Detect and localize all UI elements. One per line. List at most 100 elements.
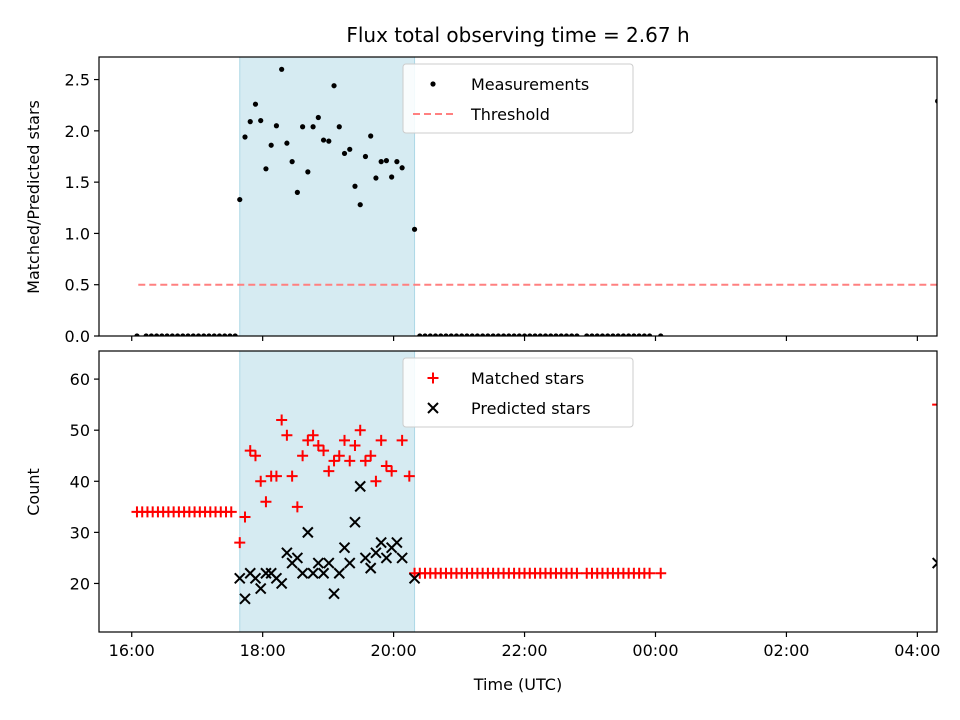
measurements-point — [417, 333, 423, 336]
measurements-point — [584, 333, 590, 336]
measurements-point — [658, 333, 664, 336]
matched-stars-point — [286, 470, 298, 482]
predicted-stars-point — [338, 541, 351, 554]
measurements-point — [574, 333, 580, 336]
measurements-point — [201, 333, 207, 336]
measurements-series — [134, 66, 937, 336]
matched-stars-point — [380, 460, 392, 472]
legend-matched-stars-label: Matched stars — [471, 369, 584, 388]
legend-predicted-stars-marker — [427, 402, 439, 414]
measurements-point — [427, 333, 433, 336]
measurements-point — [448, 333, 454, 336]
measurements-point — [190, 333, 196, 336]
measurements-point — [331, 83, 337, 89]
measurements-point — [537, 333, 543, 336]
matched-stars-point — [302, 434, 314, 446]
predicted-stars-point — [359, 552, 372, 564]
matched-stars-point — [323, 465, 335, 477]
predicted-stars-point — [391, 536, 403, 549]
measurements-point — [383, 157, 390, 164]
measurements-point — [300, 124, 306, 130]
measurements-point — [558, 333, 564, 336]
matched-stars-point — [932, 399, 937, 411]
predicted-stars-point — [239, 593, 251, 605]
bottom-y-axis-label: Count — [24, 468, 43, 516]
measurements-point — [336, 124, 342, 130]
measurements-point — [636, 333, 642, 336]
predicted-stars-point — [317, 567, 330, 579]
measurements-point — [641, 333, 647, 336]
measurements-point — [134, 333, 140, 336]
predicted-stars-point — [312, 557, 325, 569]
measurements-point — [232, 333, 238, 336]
x-axis-label: Time (UTC) — [473, 675, 562, 694]
predicted-stars-point — [396, 552, 408, 564]
predicted-stars-point — [380, 552, 393, 564]
bottom-y-tick-label: 20 — [70, 574, 90, 593]
legend-measurements-marker — [430, 81, 436, 87]
matched-stars-point — [354, 424, 366, 436]
matched-stars-point — [644, 567, 656, 579]
measurements-point — [527, 333, 533, 336]
measurements-point — [284, 140, 290, 146]
matched-stars-point — [318, 445, 330, 457]
matched-stars-point — [312, 440, 324, 452]
measurements-point — [174, 333, 181, 336]
matched-stars-point — [375, 434, 387, 446]
matched-stars-series — [131, 399, 937, 579]
measurements-point — [310, 124, 316, 130]
measurements-point — [631, 333, 637, 336]
measurements-point — [646, 333, 653, 336]
measurements-point — [320, 137, 327, 143]
measurements-point — [474, 333, 481, 336]
matched-stars-point — [339, 434, 351, 446]
predicted-stars-point — [931, 557, 937, 569]
predicted-stars-point — [307, 567, 319, 579]
measurements-point — [553, 333, 559, 336]
measurements-point — [548, 333, 554, 336]
matched-stars-point — [333, 450, 345, 462]
top-legend-box — [402, 63, 634, 134]
matched-stars-point — [239, 511, 251, 523]
top-axes-frame — [98, 56, 938, 337]
measurements-point — [438, 333, 444, 336]
predicted-stars-point — [281, 547, 293, 559]
measurements-point — [589, 333, 595, 336]
chart-title: Flux total observing time = 2.67 h — [346, 23, 689, 47]
top-y-tick-label: 2.5 — [65, 71, 90, 90]
predicted-stars-point — [375, 536, 387, 549]
measurements-point — [605, 333, 611, 336]
predicted-stars-point — [296, 567, 309, 579]
measurements-point — [368, 133, 374, 139]
predicted-stars-point — [255, 582, 267, 595]
measurements-point — [305, 169, 311, 175]
measurements-point — [206, 333, 212, 336]
matched-stars-point — [386, 465, 398, 477]
measurements-point — [459, 333, 465, 336]
bottom-y-tick-label: 50 — [70, 421, 90, 440]
measurements-point — [373, 175, 379, 181]
measurements-point — [268, 142, 274, 148]
bottom-y-tick-label: 40 — [70, 472, 90, 491]
measurements-point — [443, 333, 449, 336]
x-tick-label: 16:00 — [109, 641, 155, 660]
measurements-point — [563, 333, 570, 336]
x-tick-label: 02:00 — [763, 641, 809, 660]
measurements-point — [227, 333, 233, 336]
legend-measurements-label: Measurements — [471, 75, 589, 94]
matched-stars-point — [297, 450, 309, 462]
measurements-point — [164, 333, 170, 336]
measurements-point — [185, 333, 191, 336]
x-tick-label: 22:00 — [501, 641, 547, 660]
measurements-point — [222, 333, 228, 336]
measurements-point — [615, 333, 621, 336]
predicted-stars-point — [249, 572, 262, 585]
top-y-tick-label: 2.0 — [65, 122, 90, 141]
measurements-point — [626, 333, 632, 336]
predicted-stars-point — [354, 480, 366, 493]
measurements-point — [143, 333, 149, 336]
predicted-stars-point — [275, 577, 288, 590]
measurements-point — [263, 166, 269, 172]
measurements-point — [521, 333, 528, 336]
x-tick-label: 18:00 — [240, 641, 286, 660]
